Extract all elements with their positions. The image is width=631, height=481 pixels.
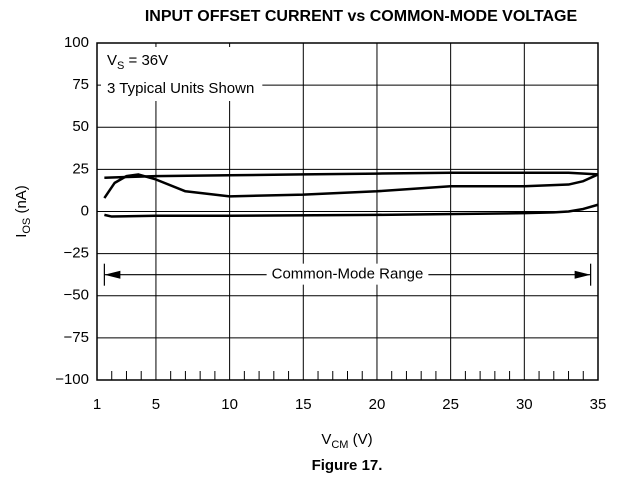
range-label-bg	[266, 263, 429, 285]
annotation-bg	[101, 47, 263, 101]
x-axis-label-rest: (V)	[348, 431, 372, 448]
y-axis-label-sub: OS	[21, 218, 33, 234]
caption: Figure 17.	[312, 457, 383, 474]
plot-frame	[96, 42, 599, 381]
annotation-rest: = 36V	[124, 52, 168, 69]
x-tick-label: 20	[369, 396, 386, 413]
x-tick-label: 10	[221, 396, 238, 413]
annotation: VS = 36V	[107, 52, 168, 72]
series-line	[103, 173, 599, 199]
x-tick-label: 25	[442, 396, 459, 413]
x-axis-label: VCM (V)	[321, 431, 372, 451]
x-tick-label: 15	[295, 396, 312, 413]
range-label: Common-Mode Range	[272, 266, 424, 283]
series-line	[104, 203, 599, 218]
y-tick-label: −25	[64, 245, 89, 262]
y-tick-label: 50	[72, 118, 89, 135]
annotation: 3 Typical Units Shown	[107, 80, 254, 97]
arrow-head	[104, 270, 121, 279]
y-axis-label-rest: (nA)	[13, 185, 30, 218]
y-tick-label: 100	[64, 34, 89, 51]
x-tick-label: 1	[93, 396, 101, 413]
arrow-head	[574, 270, 591, 279]
y-tick-label: 75	[72, 76, 89, 93]
y-axis-label-main: I	[13, 234, 30, 238]
annotation-sub: S	[117, 60, 124, 72]
y-tick-label: −100	[55, 371, 89, 388]
x-tick-label: 35	[590, 396, 607, 413]
y-axis-label: IOS (nA)	[13, 185, 33, 238]
x-tick-label: 5	[152, 396, 160, 413]
y-tick-label: 0	[81, 202, 89, 219]
chart-title: INPUT OFFSET CURRENT vs COMMON-MODE VOLT…	[145, 8, 578, 25]
y-tick-label: −75	[64, 329, 89, 346]
x-axis-label-main: V	[321, 431, 331, 448]
y-tick-label: 25	[72, 160, 89, 177]
x-axis-label-sub: CM	[331, 439, 348, 451]
annotation-main: V	[107, 52, 117, 69]
x-tick-label: 30	[516, 396, 533, 413]
y-tick-label: −50	[64, 287, 89, 304]
